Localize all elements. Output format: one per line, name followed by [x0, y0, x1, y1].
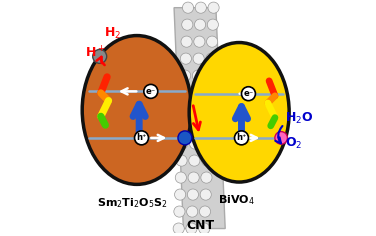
Text: h⁺: h⁺ [236, 133, 247, 142]
Text: BiVO$_4$: BiVO$_4$ [218, 194, 255, 207]
Text: Sm$_2$Ti$_2$O$_5$S$_2$: Sm$_2$Ti$_2$O$_5$S$_2$ [97, 196, 168, 210]
Polygon shape [174, 8, 225, 228]
Circle shape [201, 172, 212, 183]
Text: e⁻: e⁻ [146, 87, 156, 96]
Circle shape [275, 132, 287, 144]
Circle shape [174, 189, 186, 200]
Circle shape [179, 87, 190, 98]
Circle shape [174, 206, 185, 217]
Circle shape [204, 104, 215, 115]
Circle shape [186, 206, 198, 217]
Circle shape [177, 121, 189, 132]
Circle shape [144, 84, 158, 98]
Text: h⁺: h⁺ [136, 133, 147, 142]
Circle shape [200, 189, 211, 200]
Circle shape [173, 223, 184, 234]
Circle shape [203, 121, 214, 132]
Circle shape [135, 131, 149, 145]
Circle shape [181, 36, 192, 47]
Circle shape [187, 189, 199, 200]
Circle shape [206, 53, 217, 64]
Circle shape [193, 53, 204, 64]
Circle shape [186, 223, 197, 234]
Text: CNT: CNT [187, 219, 215, 232]
Circle shape [190, 121, 202, 132]
Circle shape [194, 36, 205, 47]
Circle shape [180, 53, 191, 64]
Circle shape [93, 49, 107, 63]
Circle shape [241, 87, 255, 101]
Circle shape [192, 87, 203, 98]
Circle shape [175, 172, 186, 183]
Ellipse shape [189, 42, 289, 182]
Circle shape [193, 70, 203, 81]
Text: H$_2$: H$_2$ [104, 26, 121, 41]
Circle shape [177, 138, 188, 149]
Circle shape [199, 206, 211, 217]
Text: e⁻: e⁻ [243, 89, 253, 98]
Circle shape [188, 172, 199, 183]
Text: H$^+$: H$^+$ [85, 46, 106, 61]
Circle shape [206, 36, 218, 47]
Circle shape [208, 2, 219, 13]
Circle shape [178, 131, 192, 145]
Circle shape [191, 104, 202, 115]
Circle shape [182, 19, 193, 30]
Circle shape [182, 2, 194, 13]
Circle shape [176, 155, 187, 166]
Circle shape [195, 2, 206, 13]
Circle shape [189, 155, 200, 166]
Text: H$_2$O: H$_2$O [285, 111, 314, 126]
Circle shape [178, 104, 189, 115]
Circle shape [235, 131, 249, 145]
Circle shape [194, 19, 206, 30]
Circle shape [207, 19, 218, 30]
Circle shape [202, 155, 213, 166]
Circle shape [180, 70, 191, 81]
Text: O$_2$: O$_2$ [285, 136, 303, 151]
Circle shape [205, 87, 215, 98]
Ellipse shape [82, 36, 191, 184]
Circle shape [202, 138, 214, 149]
Circle shape [199, 223, 210, 234]
Circle shape [190, 138, 201, 149]
Circle shape [205, 70, 216, 81]
